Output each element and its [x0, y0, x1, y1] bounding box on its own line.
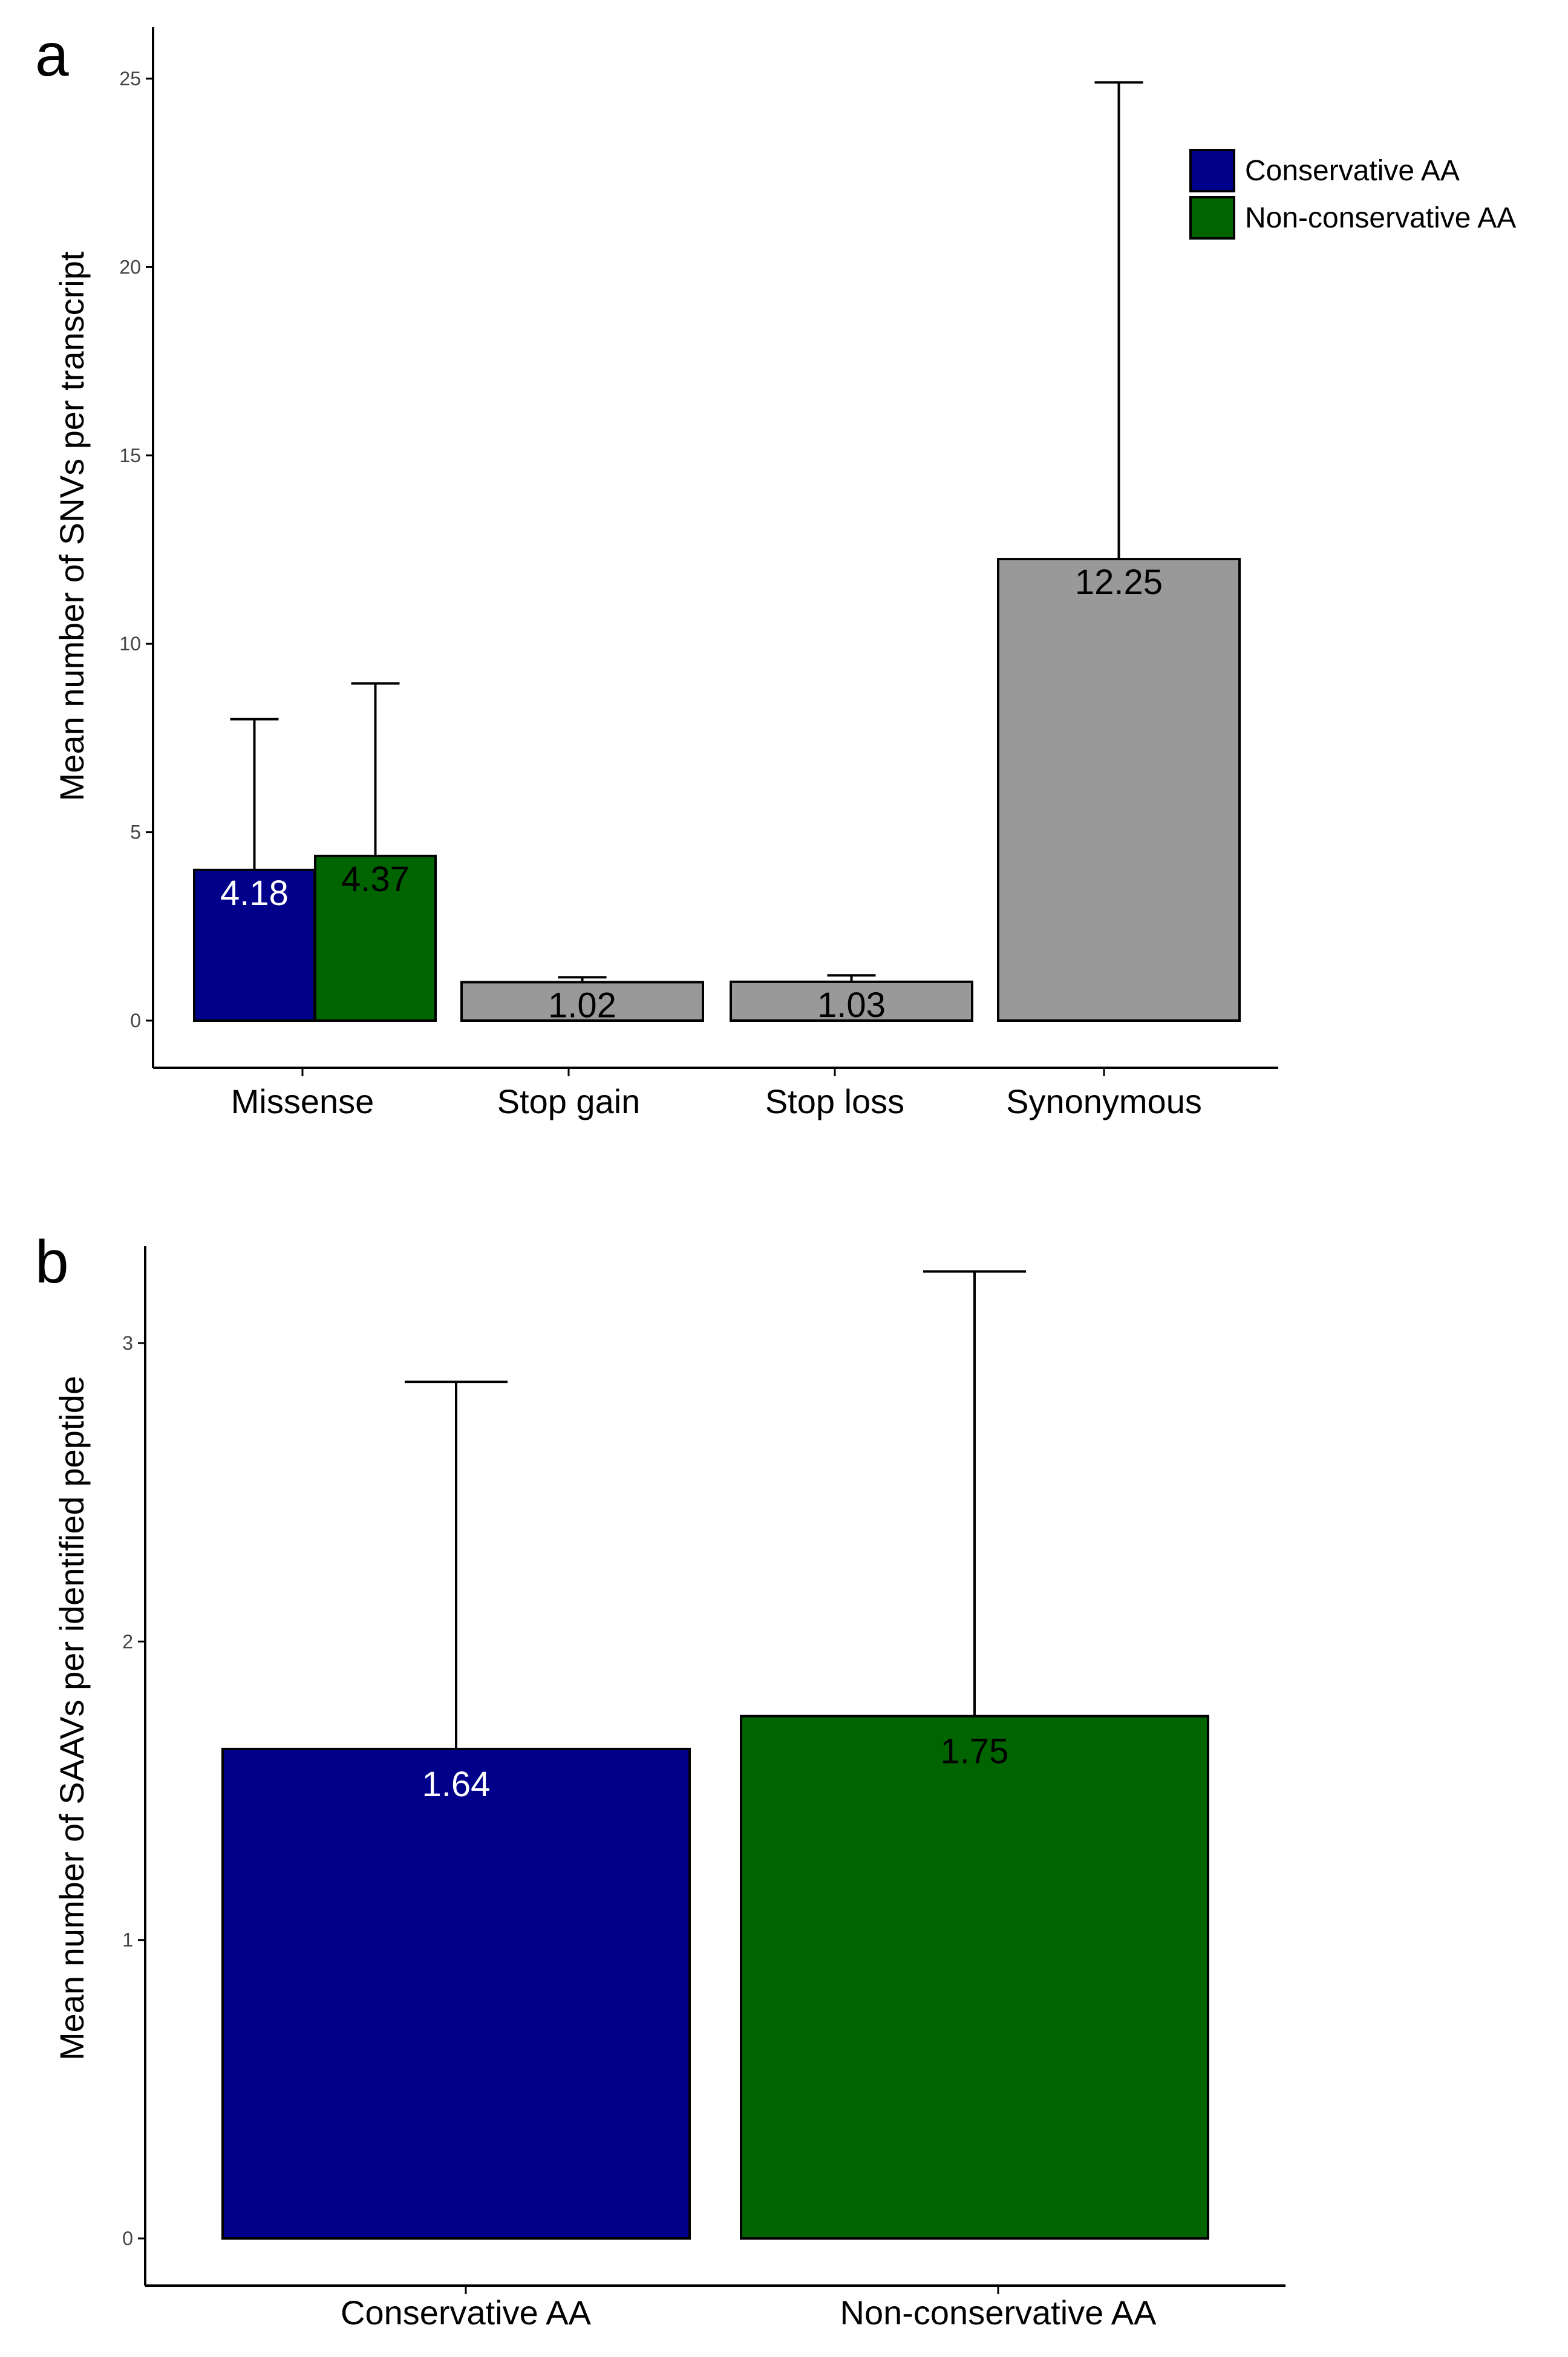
y-tick-label: 0	[122, 2228, 133, 2249]
legend-swatch-non-conservative-aa	[1189, 196, 1235, 240]
bar-missense-conservative-aa	[193, 868, 316, 1022]
x-tick-label-stop-gain: Stop gain	[497, 1082, 641, 1120]
legend-swatch-conservative-aa	[1189, 149, 1235, 192]
y-tick-label: 15	[119, 445, 141, 466]
x-tick-label-missense: Missense	[231, 1082, 374, 1120]
y-tick-label: 20	[119, 256, 141, 278]
panel-a-legend: Conservative AA Non-conservative AA	[1189, 149, 1516, 240]
bar-value-label-missense-conservative-aa: 4.18	[220, 874, 289, 913]
panel-b-y-axis-label: Mean number of SAAVs per identified pept…	[53, 1376, 91, 2061]
panel-a-letter: a	[35, 21, 69, 89]
bar-stop-loss	[730, 980, 973, 1022]
panel-b-chart: b Mean number of SAAVs per identified pe…	[35, 1228, 1285, 2332]
panel-a-bars: 4.18 4.37 1.02 1.03 12.25	[193, 81, 1241, 1025]
legend-label-conservative-aa: Conservative AA	[1245, 155, 1460, 187]
panel-a-chart: a Mean number of SNVs per transcript 0 5 1…	[35, 21, 1516, 1120]
bar-stop-gain	[460, 981, 704, 1022]
legend-label-non-conservative-aa: Non-conservative AA	[1245, 202, 1516, 234]
panel-b-letter: b	[35, 1228, 69, 1296]
panel-b-y-axis: 0 1 2 3	[122, 1246, 146, 2286]
y-tick-label: 1	[122, 1929, 133, 1951]
x-tick-label-conservative-aa: Conservative AA	[341, 2293, 592, 2332]
y-tick-label: 5	[130, 822, 141, 843]
bar-value-label-stop-loss: 1.03	[817, 986, 886, 1025]
y-tick-label: 0	[130, 1010, 141, 1031]
bar-conservative-aa-conservative-aa	[221, 1747, 691, 2240]
y-tick-label: 10	[119, 633, 141, 655]
panel-a-y-axis: 0 5 10 15 20 25	[119, 27, 154, 1068]
bar-missense-non-conservative-aa	[314, 854, 437, 1022]
y-tick-label: 2	[122, 1630, 133, 1652]
bar-value-label-synonymous: 12.25	[1075, 563, 1163, 602]
bar-synonymous	[997, 558, 1241, 1022]
panel-b-bars: 1.64 1.75	[221, 1270, 1209, 2240]
bar-non-conservative-aa-non-conservative-aa	[740, 1715, 1209, 2240]
panel-b-x-axis: Conservative AA Non-conservative AA	[145, 2284, 1285, 2332]
x-tick-label-stop-loss: Stop loss	[765, 1082, 904, 1120]
bar-value-label-missense-non-conservative-aa: 4.37	[341, 860, 410, 899]
bar-value-label-non-conservative-aa-non-conservative-aa: 1.75	[941, 1732, 1009, 1771]
panel-a-x-axis: Missense Stop gain Stop loss Synonymous	[153, 1067, 1278, 1120]
bar-value-label-stop-gain: 1.02	[548, 986, 616, 1025]
panel-a-y-axis-label: Mean number of SNVs per transcript	[53, 251, 91, 801]
x-tick-label-synonymous: Synonymous	[1006, 1082, 1202, 1120]
y-tick-label: 25	[119, 68, 141, 90]
bar-value-label-conservative-aa-conservative-aa: 1.64	[422, 1765, 491, 1804]
y-tick-label: 3	[122, 1332, 133, 1354]
x-tick-label-non-conservative-aa: Non-conservative AA	[840, 2293, 1157, 2332]
